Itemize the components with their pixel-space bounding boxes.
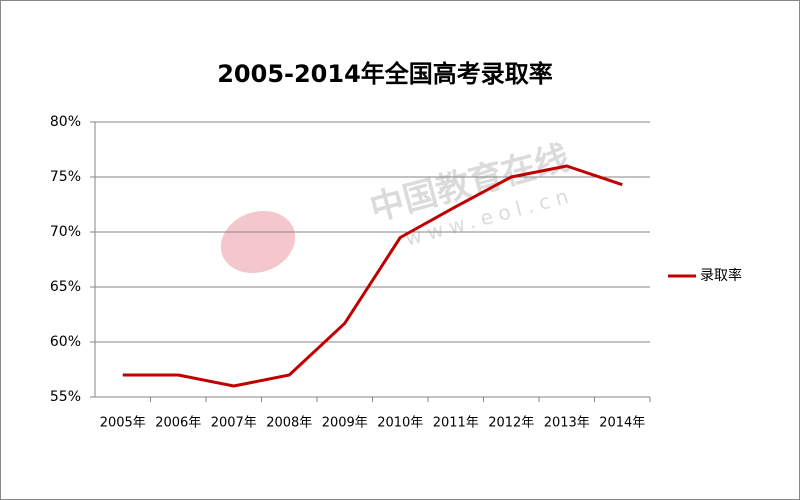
x-tick-label: 2006年: [155, 416, 201, 431]
x-tick-label: 2008年: [266, 416, 312, 431]
y-tick-label: 70%: [50, 224, 81, 240]
y-tick-label: 75%: [50, 169, 81, 185]
x-tick-label: 2005年: [100, 416, 146, 431]
x-tick-label: 2010年: [377, 416, 423, 431]
y-tick-label: 60%: [50, 334, 81, 350]
y-tick-label: 55%: [50, 389, 81, 405]
chart-title: 2005-2014年全国高考录取率: [217, 60, 553, 88]
legend-label: 录取率: [700, 267, 742, 284]
series-line: [122, 164, 623, 388]
x-tick-label: 2013年: [544, 416, 590, 431]
y-tick-label: 65%: [50, 279, 81, 295]
watermark-logo: [220, 210, 296, 274]
x-tick-label: 2007年: [211, 416, 257, 431]
x-tick-label: 2011年: [433, 416, 479, 431]
x-tick-label: 2009年: [322, 416, 368, 431]
x-tick-label: 2014年: [599, 416, 645, 431]
y-tick-label: 80%: [50, 114, 81, 130]
x-tick-label: 2012年: [488, 416, 534, 431]
